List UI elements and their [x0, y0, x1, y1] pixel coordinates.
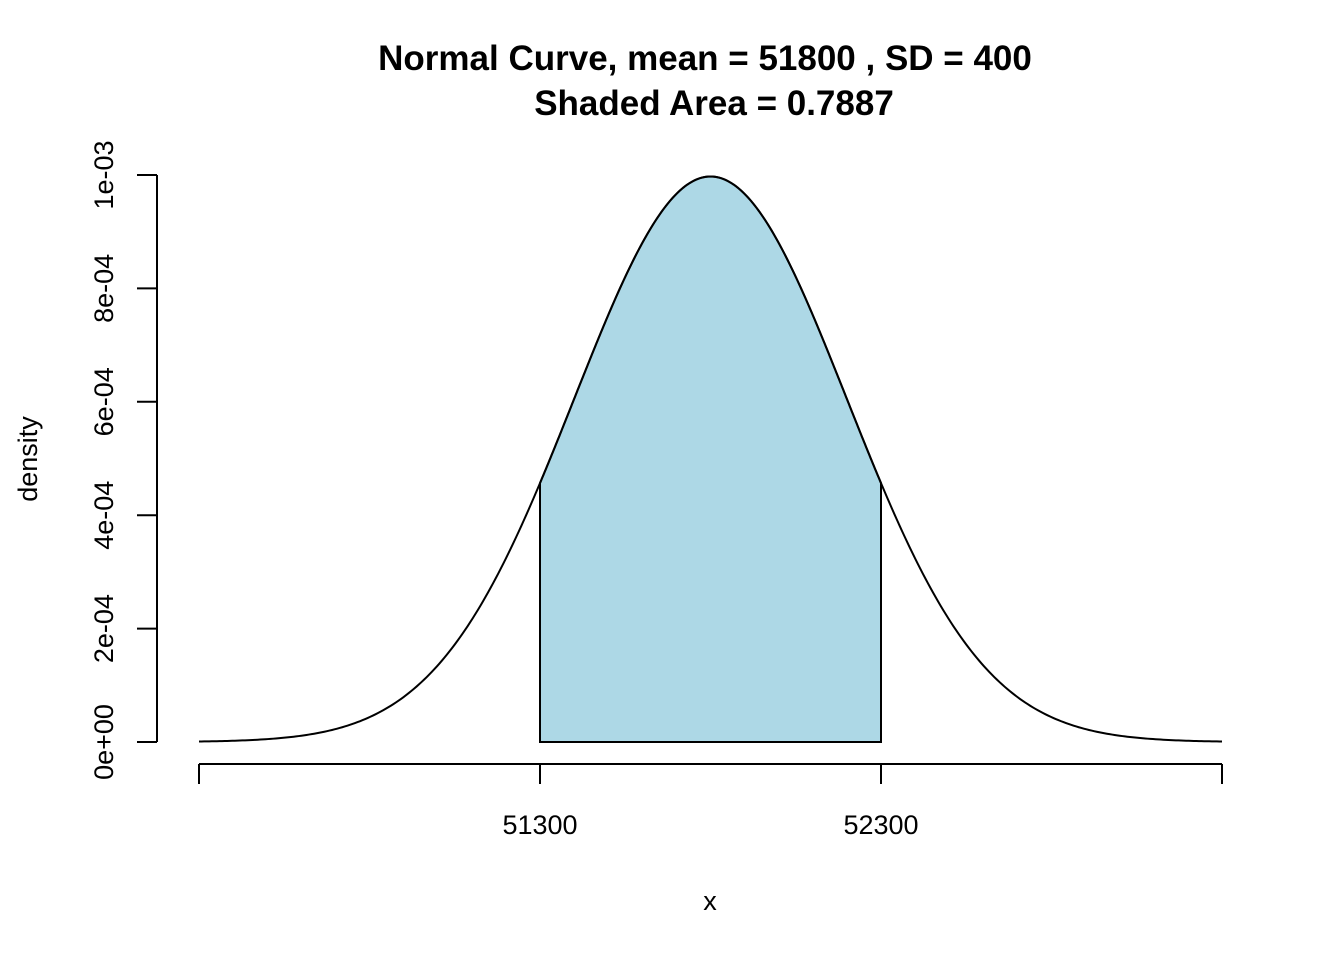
- x-tick-label: 51300: [502, 810, 577, 840]
- y-axis-label: density: [13, 416, 43, 502]
- y-tick-label: 6e-04: [89, 367, 119, 436]
- shaded-area: [539, 175, 882, 743]
- density-curve: [198, 175, 1223, 743]
- y-tick-label: 1e-03: [89, 140, 119, 209]
- chart-subtitle: Shaded Area = 0.7887: [534, 84, 894, 123]
- y-tick-label: 2e-04: [89, 594, 119, 663]
- x-tick-label: 52300: [843, 810, 918, 840]
- y-tick-label: 4e-04: [89, 481, 119, 550]
- y-tick-label: 0e+00: [89, 704, 119, 780]
- chart-title: Normal Curve, mean = 51800 , SD = 400: [378, 39, 1032, 78]
- y-tick-label: 8e-04: [89, 254, 119, 323]
- x-axis-label: x: [703, 886, 717, 916]
